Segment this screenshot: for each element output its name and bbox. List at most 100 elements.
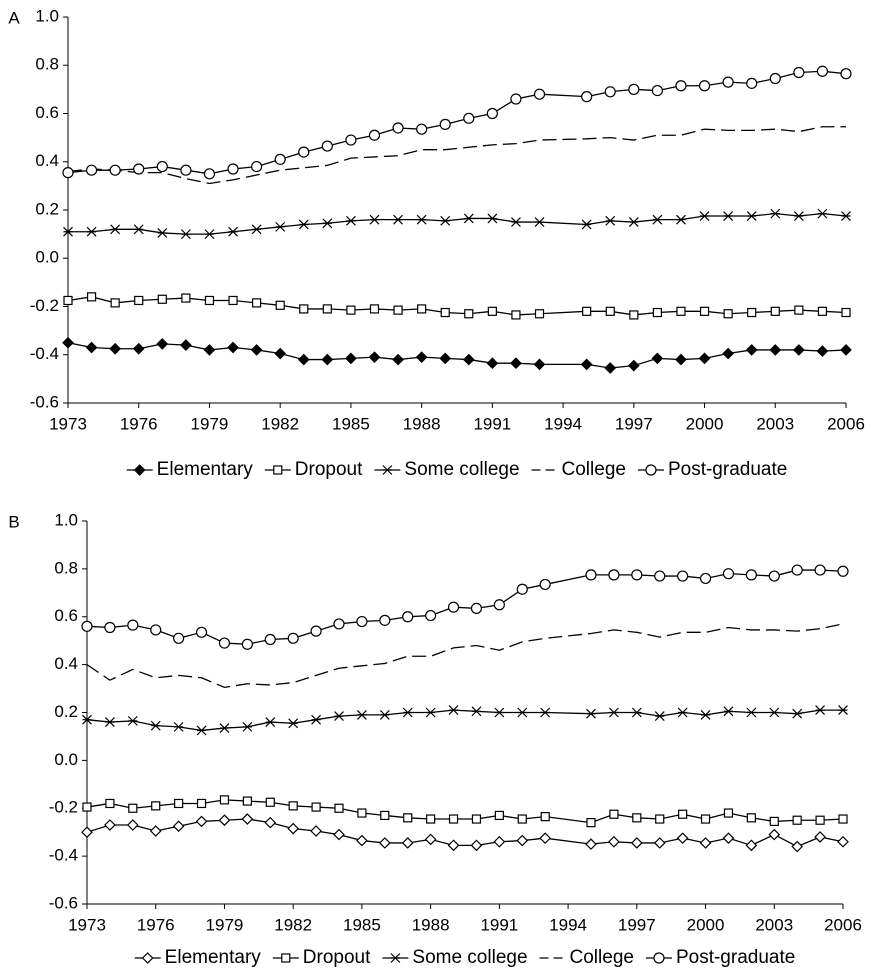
marker [203, 168, 216, 180]
legend-item: Post-graduate [637, 459, 787, 480]
marker [539, 578, 551, 591]
marker [746, 211, 757, 221]
marker [837, 565, 849, 577]
marker [288, 801, 298, 811]
x-tick-label: 1973 [49, 414, 87, 433]
marker [204, 229, 215, 240]
x-tick-label: 1979 [206, 915, 244, 934]
y-tick-label: 0.0 [54, 750, 78, 769]
marker [841, 307, 851, 318]
x-tick-label: 1991 [480, 915, 518, 934]
legend-item: Some college [382, 947, 528, 968]
marker [534, 309, 545, 319]
marker [110, 298, 120, 308]
marker [63, 295, 73, 306]
marker [768, 570, 780, 582]
marker [539, 832, 552, 845]
x-tick-label: 1976 [120, 414, 158, 433]
marker [415, 351, 428, 364]
y-tick-label: 1.0 [35, 6, 59, 25]
marker [265, 717, 276, 727]
y-tick-label: 1.0 [54, 510, 78, 529]
legend-label: College [570, 947, 634, 968]
marker [699, 837, 712, 849]
legend-label: Some college [404, 459, 519, 480]
marker [219, 795, 230, 805]
marker [510, 93, 522, 105]
legend-label: Post-graduate [668, 459, 787, 480]
legend: Elementary Dropout Some college College Post… [134, 947, 795, 968]
marker [287, 822, 300, 835]
marker [196, 798, 207, 809]
x-tick-label: 1997 [615, 414, 653, 433]
y-tick-label: 0.8 [35, 55, 59, 74]
y-tick-label: 0.4 [35, 151, 59, 170]
marker [652, 214, 663, 225]
marker [196, 725, 207, 736]
marker [195, 815, 208, 828]
x-tick-label: 1994 [549, 915, 587, 934]
marker [608, 569, 620, 581]
marker [356, 709, 367, 720]
marker [227, 341, 239, 354]
marker [814, 831, 826, 843]
legend-item: Dropout [264, 459, 363, 480]
x-tick-label: 1997 [618, 915, 656, 934]
marker [653, 952, 665, 964]
marker [195, 626, 208, 638]
marker [494, 707, 505, 718]
marker [133, 464, 146, 476]
x-tick-label: 1994 [544, 414, 582, 433]
marker [345, 215, 356, 226]
marker [769, 344, 782, 356]
marker [723, 706, 734, 717]
marker [356, 615, 368, 628]
marker [676, 214, 686, 225]
marker [838, 814, 848, 824]
marker [275, 300, 285, 310]
marker [630, 837, 643, 849]
marker [242, 796, 252, 806]
marker [416, 214, 427, 225]
x-tick-label: 2000 [687, 915, 725, 934]
marker [447, 601, 460, 613]
marker [655, 814, 665, 824]
marker [173, 721, 184, 732]
x-tick-label: 1991 [473, 414, 511, 433]
marker [448, 705, 459, 716]
y-tick-label: 0.2 [54, 702, 78, 721]
marker [298, 146, 310, 158]
marker [770, 306, 780, 316]
marker [62, 167, 74, 179]
marker [368, 129, 381, 141]
marker [651, 352, 664, 365]
marker [382, 465, 393, 475]
marker [632, 813, 642, 823]
marker [609, 809, 619, 819]
x-tick-label: 2000 [686, 414, 724, 433]
marker [334, 711, 344, 722]
marker [311, 714, 322, 725]
marker [487, 306, 497, 316]
marker [605, 306, 615, 316]
marker [321, 140, 333, 152]
marker [517, 814, 527, 824]
marker [426, 814, 436, 824]
marker [134, 295, 144, 306]
marker [322, 304, 332, 314]
marker [631, 569, 643, 581]
marker [85, 164, 98, 176]
marker [493, 599, 505, 611]
marker [380, 810, 390, 821]
marker [393, 305, 403, 315]
marker [840, 344, 852, 356]
marker [298, 219, 309, 230]
marker [128, 803, 138, 813]
y-tick-label: -0.2 [49, 798, 78, 817]
marker [264, 816, 277, 829]
marker [252, 298, 262, 308]
marker [203, 344, 216, 356]
legend-label: Post-graduate [676, 947, 795, 968]
marker [814, 564, 826, 576]
marker [815, 815, 825, 825]
